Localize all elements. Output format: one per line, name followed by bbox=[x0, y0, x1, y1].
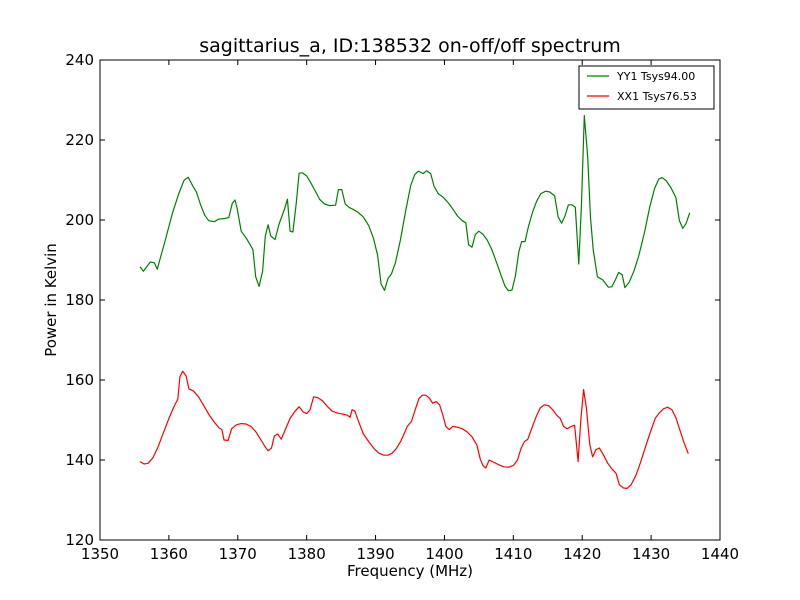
y-tick-label: 140 bbox=[65, 451, 94, 469]
chart-title: sagittarius_a, ID:138532 on-off/off spec… bbox=[199, 35, 621, 57]
y-tick-label: 160 bbox=[65, 371, 94, 389]
x-tick-label: 1410 bbox=[494, 545, 532, 563]
x-tick-label: 1360 bbox=[150, 545, 188, 563]
y-tick-label: 240 bbox=[65, 51, 94, 69]
x-tick-label: 1370 bbox=[219, 545, 257, 563]
legend-label-xx1: XX1 Tsys76.53 bbox=[617, 90, 697, 103]
x-tick-label: 1380 bbox=[288, 545, 326, 563]
x-tick-label: 1400 bbox=[425, 545, 463, 563]
x-tick-label: 1440 bbox=[701, 545, 739, 563]
legend: YY1 Tsys94.00 XX1 Tsys76.53 bbox=[578, 65, 715, 110]
legend-box bbox=[578, 65, 715, 110]
y-tick-label: 180 bbox=[65, 291, 94, 309]
series-line-xx1 bbox=[139, 370, 689, 489]
tick-layer: 1350 1360 1370 1380 1390 1400 1410 1420 1430 1440… bbox=[65, 51, 739, 563]
x-tick-label: 1350 bbox=[81, 545, 119, 563]
plot-area: 1350 1360 1370 1380 1390 1400 1410 1420 1430 1440… bbox=[65, 51, 739, 563]
x-tick-label: 1420 bbox=[563, 545, 601, 563]
y-axis-title: Power in Kelvin bbox=[42, 243, 60, 357]
legend-label-yy1: YY1 Tsys94.00 bbox=[616, 70, 695, 83]
x-axis-title: Frequency (MHz) bbox=[347, 562, 473, 580]
x-tick-label: 1430 bbox=[632, 545, 670, 563]
series-layer bbox=[139, 115, 691, 489]
x-tick-label: 1390 bbox=[356, 545, 394, 563]
y-tick-label: 220 bbox=[65, 131, 94, 149]
y-tick-label: 200 bbox=[65, 211, 94, 229]
series-line-yy1 bbox=[139, 115, 691, 292]
y-tick-label: 120 bbox=[65, 531, 94, 549]
plot-background bbox=[100, 60, 720, 540]
